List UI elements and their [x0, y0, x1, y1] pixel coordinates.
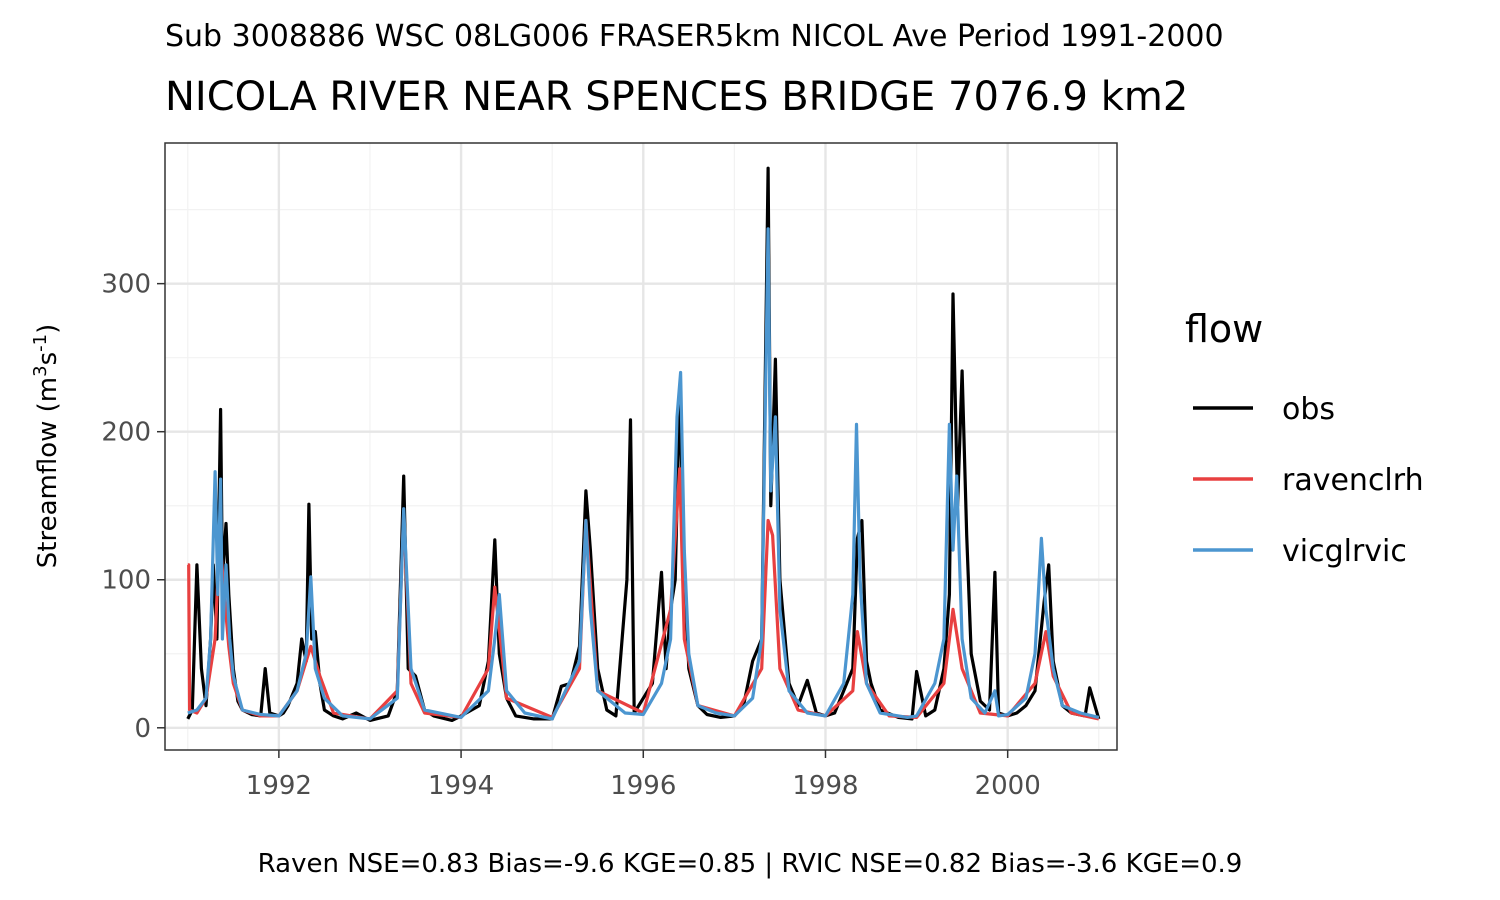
y-tick-label: 200 — [101, 418, 151, 448]
caption: Raven NSE=0.83 Bias=-9.6 KGE=0.85 | RVIC… — [258, 849, 1243, 879]
y-axis-title-main: Streamflow (m — [33, 377, 63, 568]
x-tick-label: 1998 — [792, 771, 858, 801]
y-tick-label: 300 — [101, 270, 151, 300]
series-layer — [186, 166, 1101, 723]
y-axis-title-end: ) — [33, 324, 63, 334]
y-axis: 0 100 200 300 — [101, 270, 165, 744]
y-tick-label: 0 — [134, 714, 151, 744]
x-tick-label: 2000 — [975, 771, 1041, 801]
y-axis-title-mid: s — [33, 352, 63, 366]
y-tick-label: 100 — [101, 566, 151, 596]
minor-grid — [165, 143, 1117, 750]
chart-subtitle: Sub 3008886 WSC 08LG006 FRASER5km NICOL … — [165, 19, 1224, 54]
x-axis: 1992 1994 1996 1998 2000 — [246, 750, 1041, 801]
major-grid — [165, 143, 1117, 750]
y-axis-title-sup2: -1 — [30, 334, 51, 352]
x-tick-label: 1994 — [428, 771, 494, 801]
x-tick-label: 1992 — [246, 771, 312, 801]
legend: flow obs ravenclrh vicglrvic — [1185, 307, 1424, 569]
x-tick-label: 1996 — [610, 771, 676, 801]
legend-label-vicglrvic: vicglrvic — [1282, 534, 1407, 569]
legend-label-obs: obs — [1282, 392, 1335, 427]
y-axis-title-sup1: 3 — [30, 365, 51, 376]
legend-title: flow — [1185, 307, 1263, 351]
chart-title: NICOLA RIVER NEAR SPENCES BRIDGE 7076.9 … — [165, 74, 1188, 120]
legend-label-ravenclrh: ravenclrh — [1282, 463, 1424, 498]
plot-panel-border — [164, 142, 1118, 751]
y-axis-title: Streamflow (m3s-1) — [30, 324, 63, 568]
series-line-vicglrvic — [187, 227, 1100, 721]
